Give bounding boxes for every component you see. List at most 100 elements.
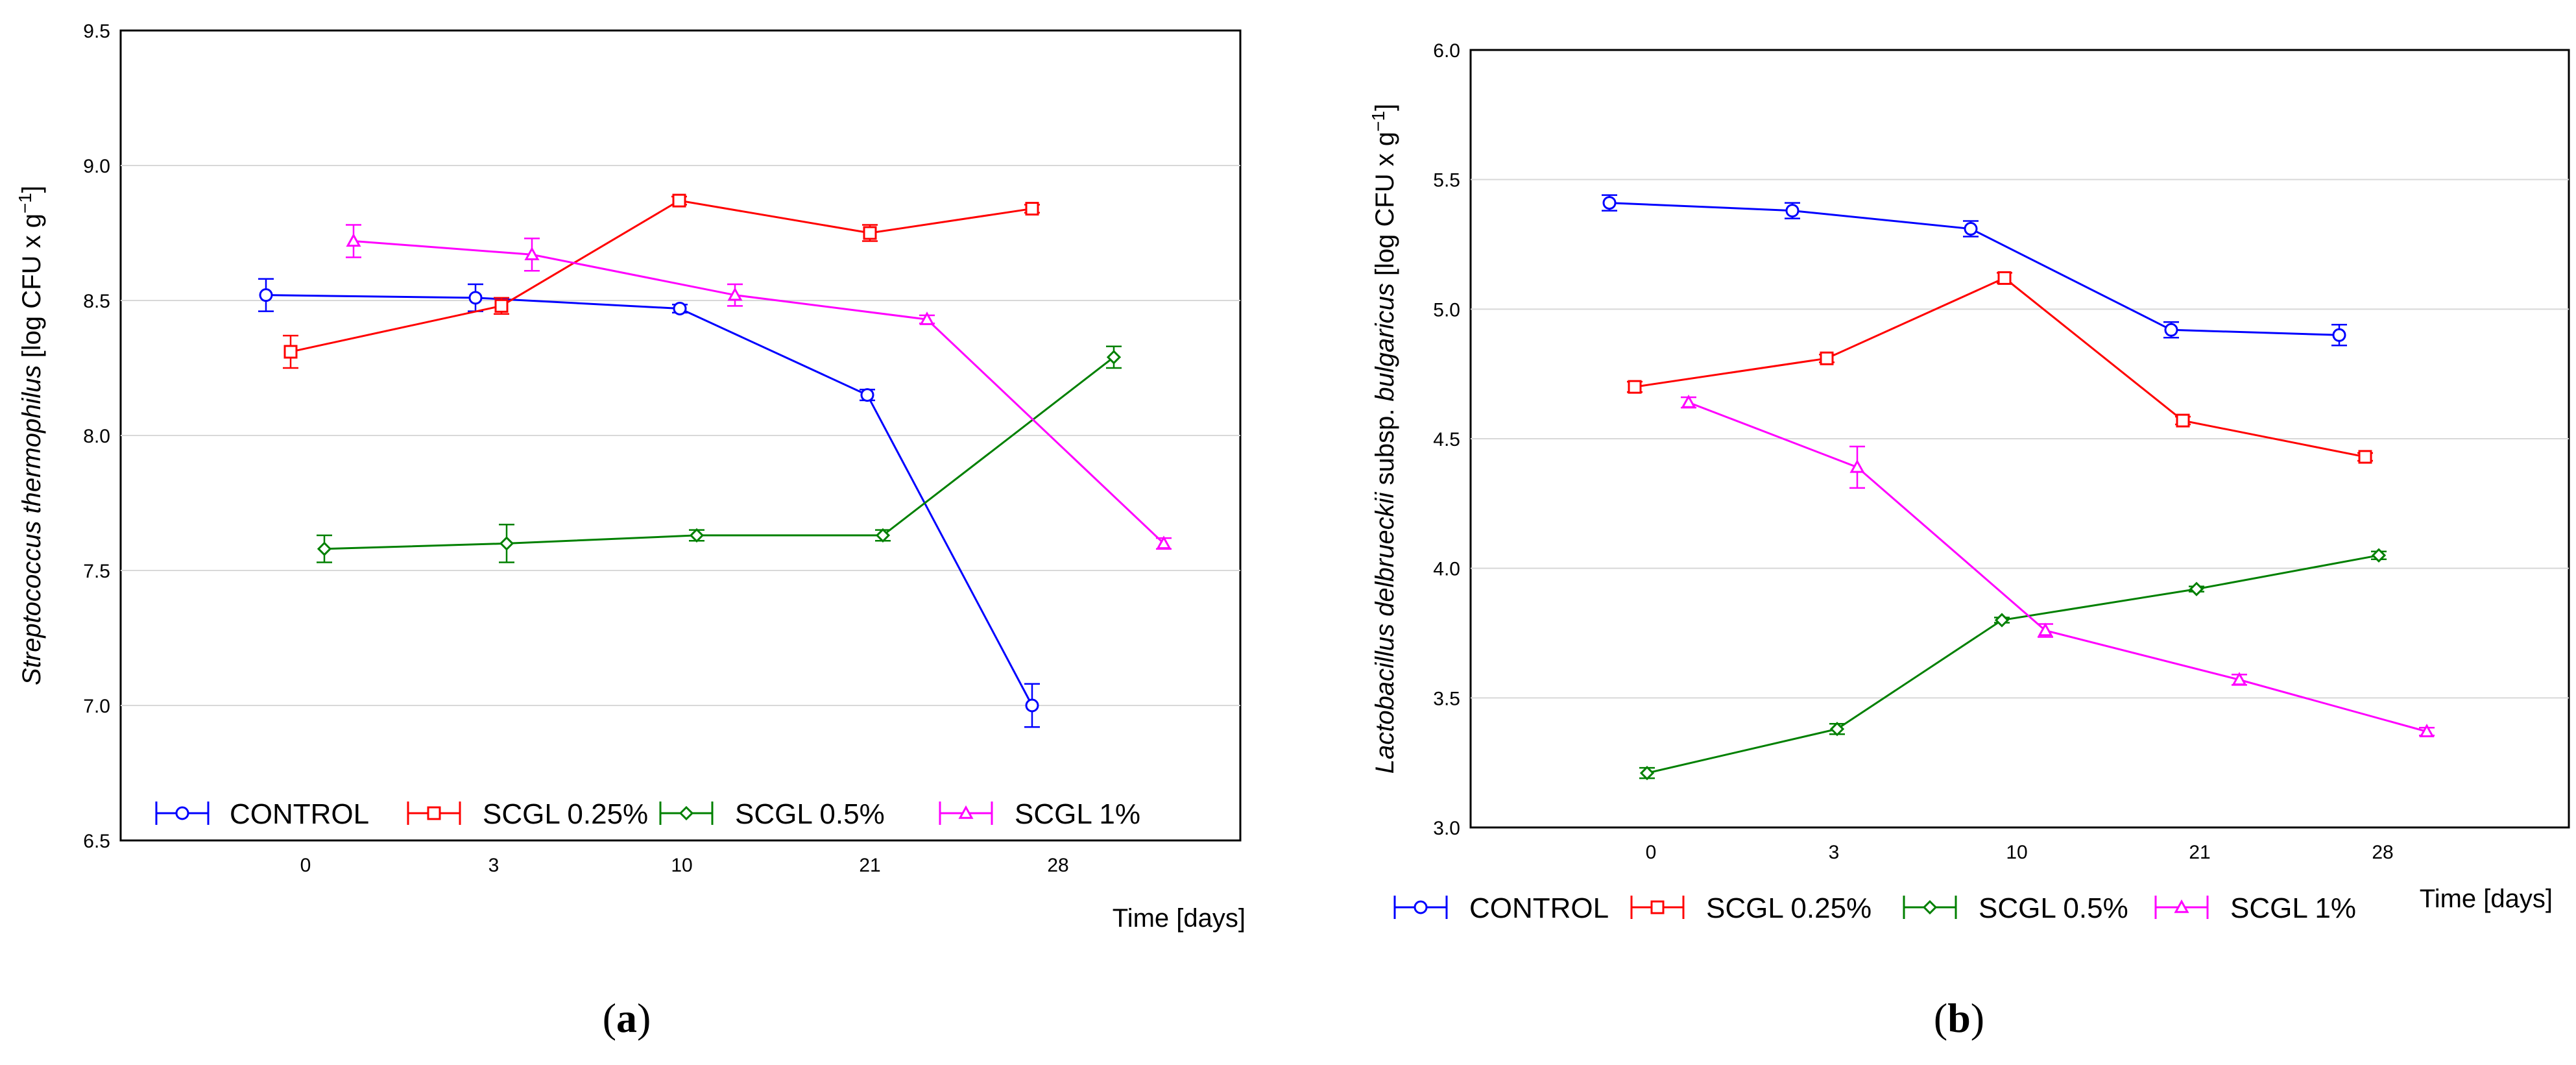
data-point [863,226,877,240]
y-tick-label-b: 5.5 [1433,170,1460,191]
data-point [494,299,509,313]
legend-marker [958,805,974,819]
legend-entry: SCGL 0.25% [1630,892,1872,924]
y-tick-label-a: 7.0 [83,696,110,717]
y-tick-label-a: 9.0 [83,156,110,177]
y-axis-title-a-sup: −1 [15,193,35,214]
data-point [317,541,332,556]
panel-label-b-close: ) [1971,995,1984,1041]
legend-entry: CONTROL [155,798,369,830]
legend-entry: SCGL 0.5% [1903,892,2128,924]
x-tick-label-a: 21 [859,855,880,876]
y-axis-title-a-italic: Streptococcus thermophilus [18,365,46,685]
data-point [2189,581,2204,596]
legend-entry: SCGL 1% [2154,892,2356,924]
y-tick-label-b: 4.0 [1433,559,1460,580]
panel-label-a: (a) [603,995,651,1041]
x-tick-label-b: 10 [2006,842,2027,863]
y-tick-label-a: 8.0 [83,426,110,447]
data-point [1156,535,1172,550]
chart-panel-a: 6.5 7.0 7.5 8.0 8.5 9.0 9.5 0 3 10 21 28 Streptoco… [15,21,1246,1041]
data-point [1785,204,1800,218]
x-tick-labels-b: 0 3 10 21 28 [1646,842,2394,863]
y-axis-title-b-subsp: subsp. [1371,402,1399,493]
data-point [672,193,686,208]
series-b [1602,194,2435,781]
data-point [1849,459,1865,473]
y-tick-label-a: 8.5 [83,291,110,312]
data-point [2176,413,2190,428]
panel-label-b-open: ( [1934,995,1947,1041]
panel-label-b: (b) [1934,995,1984,1041]
legend-marker [427,806,441,820]
data-point [2164,323,2178,337]
legend-label: SCGL 0.25% [483,798,648,830]
legend-label: SCGL 1% [1015,798,1140,830]
y-axis-title-b-italic: Lactobacillus delbrueckii [1371,492,1399,774]
y-axis-title-b-close: ] [1371,104,1399,111]
legend-marker [2174,899,2189,913]
data-point [689,528,704,543]
series-a-1 [283,193,1040,369]
x-tick-label-a: 0 [300,855,311,876]
data-point [1025,698,1039,713]
legend-marker [679,805,694,821]
x-tick-label-b: 3 [1829,842,1840,863]
data-point [2038,622,2053,637]
gridlines-b [1471,178,2569,699]
y-tick-label-b: 4.5 [1433,429,1460,450]
data-point [1628,380,1642,394]
data-point [283,345,298,359]
y-tick-label-b: 3.5 [1433,688,1460,709]
x-tick-label-b: 0 [1646,842,1657,863]
legend-label: SCGL 0.5% [735,798,885,830]
data-point [2232,672,2247,686]
data-point [1602,196,1617,210]
x-tick-label-a: 3 [488,855,500,876]
x-axis-title-b: Time [days] [2420,885,2553,913]
x-tick-label-a: 10 [671,855,692,876]
data-point [1994,613,2010,628]
x-tick-label-b: 21 [2189,842,2210,863]
data-point [1639,766,1655,781]
legend-label: SCGL 1% [2230,892,2356,924]
y-tick-label-a: 6.5 [83,831,110,852]
data-point [1820,351,1834,365]
y-axis-title-b-italic2: bulgaricus [1371,283,1399,401]
x-tick-label-b: 28 [2372,842,2393,863]
data-point [524,247,540,260]
series-b-3 [1681,395,2435,737]
legend-entry: SCGL 1% [939,798,1140,830]
series-b-1 [1627,271,2373,464]
y-axis-title-b: Lactobacillus delbrueckii subsp. bulgari… [1368,104,1399,774]
y-tick-label-b: 6.0 [1433,40,1460,62]
y-tick-labels-a: 6.5 7.0 7.5 8.0 8.5 9.0 9.5 [83,21,110,852]
y-axis-title-a-close: ] [18,186,46,193]
legend-entry: SCGL 0.5% [659,798,885,830]
legend-marker [1922,900,1938,915]
x-axis-title-a: Time [days] [1113,904,1246,933]
x-tick-label-a: 28 [1047,855,1068,876]
data-point [875,528,891,543]
data-point [1829,722,1845,737]
panel-label-a-close: ) [637,995,651,1041]
series-b-2 [1639,548,2387,781]
panel-label-a-open: ( [603,995,616,1041]
legend-entry: CONTROL [1393,892,1609,924]
gridlines-a [121,165,1240,706]
y-axis-title-a: Streptococcus thermophilus [log CFU x g−… [15,186,46,685]
legend-marker [1414,900,1428,914]
data-point [346,233,361,247]
data-point [673,301,687,315]
data-point [919,312,935,325]
data-point [2358,450,2372,464]
data-point [468,291,483,305]
data-point [2419,724,2435,737]
data-point [860,388,874,402]
data-point [499,536,514,551]
y-tick-label-a: 7.5 [83,561,110,582]
data-point [1681,395,1696,408]
x-tick-labels-a: 0 3 10 21 28 [300,855,1069,876]
